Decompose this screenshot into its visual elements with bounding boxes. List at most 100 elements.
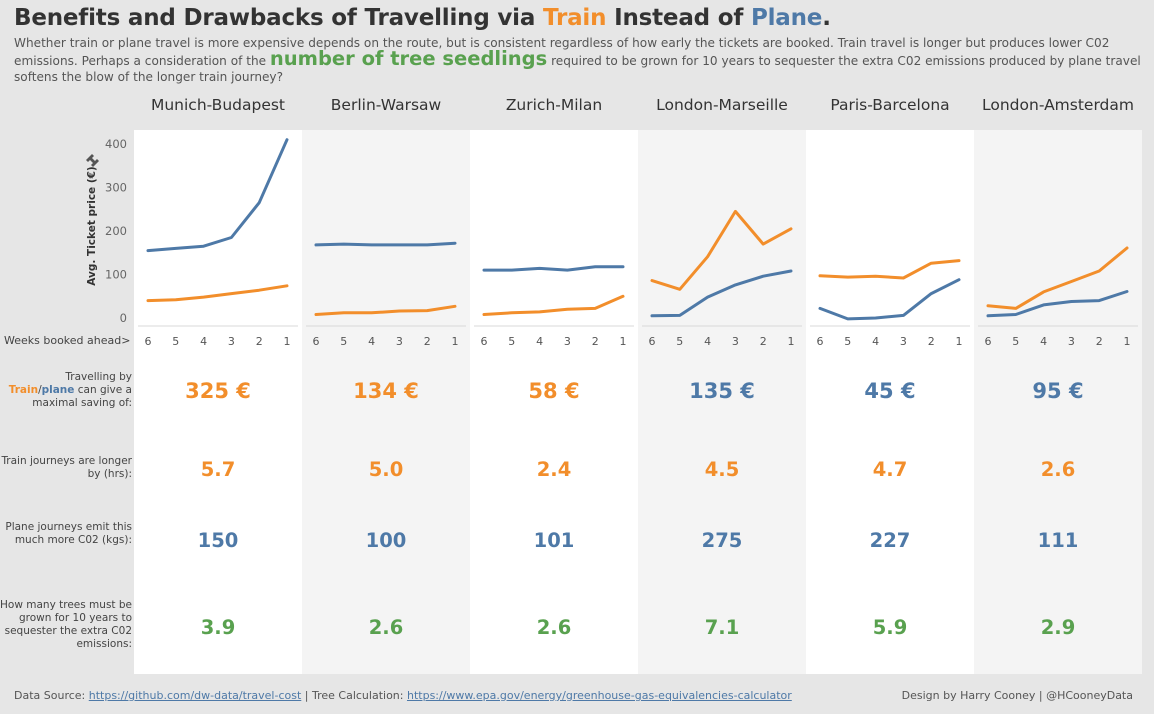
plane-price-line [986, 290, 1129, 318]
co2-value: 150 [197, 529, 239, 552]
x-tick-label: 5 [340, 335, 347, 348]
co2-value: 101 [533, 529, 575, 552]
trees-row-label: How many trees must be grown for 10 year… [0, 599, 132, 650]
route-name: Berlin-Warsaw [330, 96, 442, 114]
route-name: Munich-Budapest [150, 96, 286, 114]
longer-row-label: Train journeys are longer by (hrs): [1, 455, 132, 480]
longer-value: 2.4 [536, 458, 572, 481]
longer-value: 4.5 [704, 458, 740, 481]
saving-value: 325 € [185, 379, 251, 403]
trees-value: 5.9 [872, 616, 908, 639]
x-tick-label: 6 [985, 335, 992, 348]
subtitle: Whether train or plane travel is more ex… [14, 35, 1142, 85]
y-tick-label: 400 [105, 137, 127, 151]
x-tick-label: 3 [228, 335, 235, 348]
footer-text: | Tree Calculation: [301, 689, 407, 702]
title-train-word: Train [543, 5, 607, 31]
plane-price-line [314, 241, 457, 247]
trees-value: 2.6 [536, 616, 572, 639]
title-plane-word: Plane [750, 5, 823, 31]
x-tick-label: 2 [424, 335, 431, 348]
longer-value: 4.7 [872, 458, 908, 481]
x-tick-label: 6 [817, 335, 824, 348]
trees-value: 2.9 [1040, 616, 1076, 639]
x-tick-label: 2 [256, 335, 263, 348]
subtitle-text: required to be grown for 10 years to seq… [14, 54, 1141, 84]
longer-value: 5.0 [368, 458, 404, 481]
plane-price-line [650, 269, 793, 318]
trees-value: 3.9 [200, 616, 236, 639]
footer-credit: Design by Harry Cooney | @HCooneyData [901, 689, 1133, 702]
panel-background [134, 130, 302, 674]
x-tick-label: 6 [313, 335, 320, 348]
x-tick-label: 3 [564, 335, 571, 348]
co2-value: 275 [701, 529, 743, 552]
x-tick-label: 3 [396, 335, 403, 348]
tree-calculation-link[interactable]: https://www.epa.gov/energy/greenhouse-ga… [406, 689, 792, 702]
label-plane: plane [41, 384, 75, 396]
x-tick-label: 3 [1068, 335, 1075, 348]
train-price-line [986, 246, 1129, 310]
x-tick-label: 1 [620, 335, 627, 348]
x-tick-label: 1 [452, 335, 459, 348]
y-tick-label: 200 [105, 224, 127, 238]
co2-value: 227 [869, 529, 911, 552]
saving-value: 135 € [689, 379, 755, 403]
x-tick-label: 2 [760, 335, 767, 348]
x-tick-label: 4 [872, 335, 879, 348]
x-tick-label: 1 [788, 335, 795, 348]
x-axis-label: Weeks booked ahead> [4, 334, 131, 347]
y-tick-label: 100 [105, 268, 127, 282]
subtitle-text: Whether train or plane travel is more ex… [14, 36, 1110, 68]
label-text: Travelling by [65, 371, 132, 383]
plane-price-line [146, 138, 289, 253]
saving-value: 58 € [528, 379, 580, 403]
panel-background [470, 130, 638, 674]
y-tick-label: 0 [120, 311, 127, 325]
y-axis-label: Avg. Ticket price (€) [86, 166, 98, 285]
label-slash: / [38, 384, 42, 396]
trees-value: 2.6 [368, 616, 404, 639]
subtitle-highlight: number of tree seedlings [269, 47, 548, 70]
train-price-line [314, 304, 457, 316]
train-price-line [146, 284, 289, 303]
x-tick-label: 4 [704, 335, 711, 348]
x-tick-label: 1 [956, 335, 963, 348]
label-train: Train [8, 384, 39, 396]
longer-value: 2.6 [1040, 458, 1076, 481]
route-name: Zurich-Milan [505, 96, 603, 114]
panel-background [638, 130, 806, 674]
co2-value: 111 [1037, 529, 1079, 552]
train-price-line [650, 209, 793, 291]
co2-value: 100 [365, 529, 407, 552]
plane-price-line [818, 278, 961, 321]
x-tick-label: 5 [172, 335, 179, 348]
ticket-price-chart: 0 100 200 300 400 Avg. Ticket price (€) 6 5 4 3 2 1… [86, 137, 1138, 348]
x-tick-label: 2 [928, 335, 935, 348]
x-tick-label: 4 [536, 335, 543, 348]
x-tick-label: 3 [732, 335, 739, 348]
x-tick-label: 6 [145, 335, 152, 348]
data-source-link[interactable]: https://github.com/dw-data/travel-cost [88, 689, 302, 702]
x-tick-label: 6 [481, 335, 488, 348]
panel-background [806, 130, 974, 674]
route-name: Paris-Barcelona [830, 96, 950, 114]
train-price-line [818, 259, 961, 280]
title-text: Instead of [606, 5, 751, 31]
x-tick-label: 2 [592, 335, 599, 348]
trees-value: 7.1 [704, 616, 740, 639]
x-tick-label: 5 [508, 335, 515, 348]
saving-row-label: Travelling by Train/plane can give a maxi… [0, 371, 132, 410]
co2-row-label: Plane journeys emit this much more C02 (… [5, 521, 132, 546]
x-tick-label: 4 [200, 335, 207, 348]
x-tick-label: 6 [649, 335, 656, 348]
x-tick-label: 3 [900, 335, 907, 348]
footer-text: Data Source: [14, 689, 89, 702]
panel-background [302, 130, 470, 674]
footer-sources: Data Source: https://github.com/dw-data/… [14, 689, 792, 702]
route-name: London-Marseille [656, 96, 788, 114]
x-tick-label: 5 [676, 335, 683, 348]
saving-value: 95 € [1032, 379, 1084, 403]
x-tick-label: 2 [1096, 335, 1103, 348]
plane-price-line [482, 265, 625, 272]
